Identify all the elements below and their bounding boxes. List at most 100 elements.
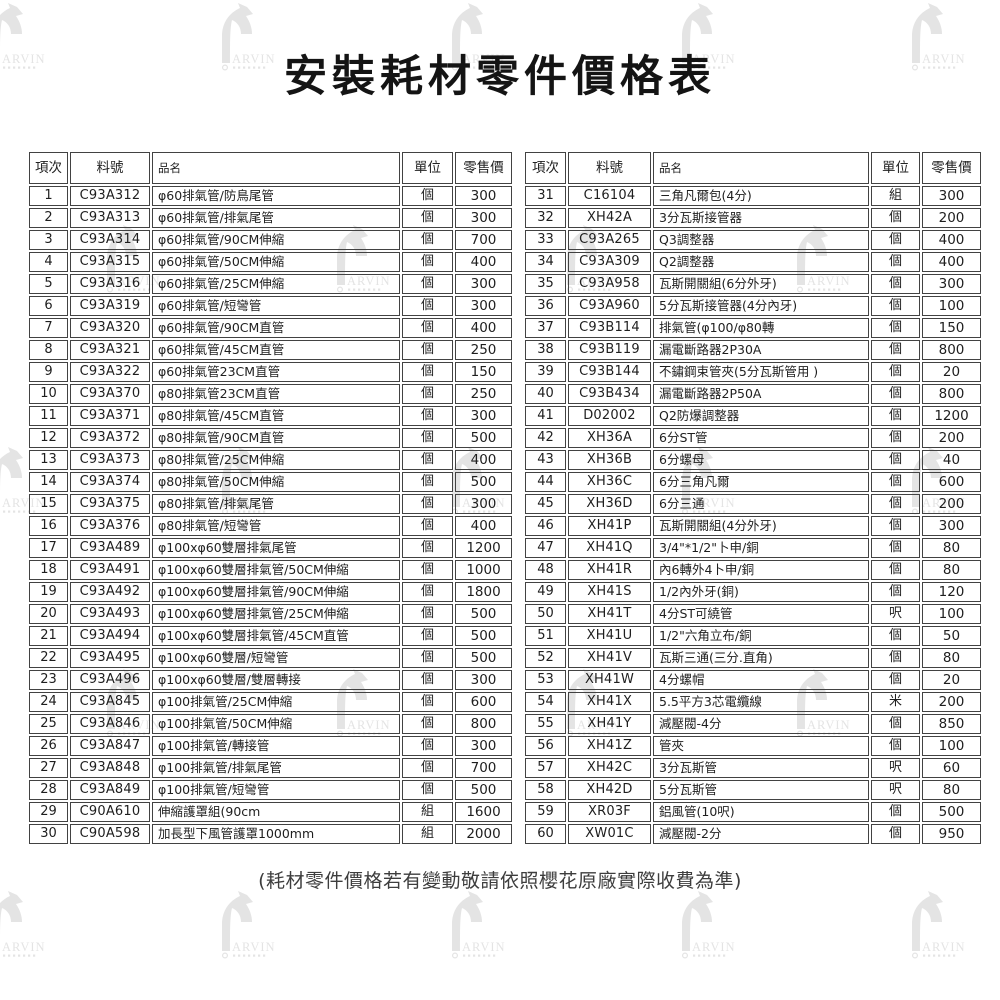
cell-part_no: C93B114: [568, 318, 651, 338]
cell-price: 800: [922, 340, 981, 360]
cell-item: 46: [525, 516, 566, 536]
table-row: 46 XH41P 瓦斯開關組(4分外牙) 個 300: [525, 516, 981, 536]
cell-unit: 個: [402, 340, 453, 360]
cell-name: φ100排氣管/轉接管: [152, 736, 400, 756]
arvin-logo-watermark: ARVIN: [912, 891, 965, 959]
cell-price: 150: [455, 362, 512, 382]
cell-item: 18: [29, 560, 68, 580]
svg-text:ARVIN: ARVIN: [117, 718, 160, 732]
cell-price: 1200: [455, 538, 512, 558]
cell-price: 400: [455, 450, 512, 470]
cell-part_no: C93B434: [568, 384, 651, 404]
cell-unit: 組: [402, 802, 453, 822]
cell-part_no: C93A371: [70, 406, 150, 426]
cell-part_no: XH42D: [568, 780, 651, 800]
table-row: 55 XH41Y 減壓閥-4分個 850: [525, 714, 981, 734]
cell-unit: 個: [402, 758, 453, 778]
cell-part_no: C93A316: [70, 274, 150, 294]
cell-name: φ60排氣管/90CM直管: [152, 318, 400, 338]
cell-name: φ60排氣管/防鳥尾管: [152, 186, 400, 206]
cell-part_no: C93A847: [70, 736, 150, 756]
svg-text:ARVIN: ARVIN: [2, 52, 45, 66]
cell-unit: 個: [871, 450, 920, 470]
table-row: 37 C93B114 排氣管(φ100/φ80轉個 150: [525, 318, 981, 338]
cell-part_no: XH41V: [568, 648, 651, 668]
table-row: 53 XH41W 4分螺帽個 20: [525, 670, 981, 690]
svg-text:ARVIN: ARVIN: [347, 274, 390, 288]
cell-unit: 個: [402, 780, 453, 800]
cell-unit: 個: [871, 494, 920, 514]
table-row: 48 XH41R 內6轉外4卜申/銅個 80: [525, 560, 981, 580]
table-row: 32 XH42A 3分瓦斯接管器個 200: [525, 208, 981, 228]
cell-item: 44: [525, 472, 566, 492]
cell-name: φ80排氣管/排氣尾管: [152, 494, 400, 514]
cell-price: 80: [922, 560, 981, 580]
cell-part_no: C93A312: [70, 186, 150, 206]
cell-unit: 個: [871, 362, 920, 382]
cell-part_no: C93A493: [70, 604, 150, 624]
cell-item: 25: [29, 714, 68, 734]
cell-item: 50: [525, 604, 566, 624]
cell-item: 1: [29, 186, 68, 206]
cell-item: 31: [525, 186, 566, 206]
cell-part_no: XW01C: [568, 824, 651, 844]
cell-item: 43: [525, 450, 566, 470]
cell-price: 150: [922, 318, 981, 338]
cell-price: 100: [922, 736, 981, 756]
column-header-price: 零售價: [455, 152, 512, 184]
cell-unit: 個: [871, 714, 920, 734]
svg-text:ARVIN: ARVIN: [807, 274, 850, 288]
cell-price: 400: [455, 516, 512, 536]
cell-item: 41: [525, 406, 566, 426]
table-row: 52 XH41V 瓦斯三通(三分.直角) 個 80: [525, 648, 981, 668]
column-header-name: 品名: [653, 152, 869, 184]
cell-part_no: XH36B: [568, 450, 651, 470]
table-row: 11 C93A371 φ80排氣管/45CM直管個 300: [29, 406, 512, 426]
table-row: 33 C93A265 Q3調整器個 400: [525, 230, 981, 250]
cell-price: 250: [455, 340, 512, 360]
cell-name: 排氣管(φ100/φ80轉: [653, 318, 869, 338]
cell-unit: 個: [402, 318, 453, 338]
cell-part_no: XH41R: [568, 560, 651, 580]
table-row: 16 C93A376 φ80排氣管/短彎管個 400: [29, 516, 512, 536]
cell-item: 37: [525, 318, 566, 338]
svg-text:ARVIN: ARVIN: [577, 274, 620, 288]
cell-item: 32: [525, 208, 566, 228]
cell-unit: 呎: [871, 780, 920, 800]
cell-item: 21: [29, 626, 68, 646]
cell-name: φ60排氣管/短彎管: [152, 296, 400, 316]
cell-unit: 個: [402, 692, 453, 712]
cell-name: 鋁風管(10呎): [653, 802, 869, 822]
cell-part_no: C93A491: [70, 560, 150, 580]
cell-price: 500: [922, 802, 981, 822]
table-row: 44 XH36C 6分三角凡爾個 600: [525, 472, 981, 492]
table-row: 47 XH41Q 3/4"*1/2"卜申/銅個 80: [525, 538, 981, 558]
cell-name: φ60排氣管/50CM伸縮: [152, 252, 400, 272]
table-row: 13 C93A373 φ80排氣管/25CM伸縮個 400: [29, 450, 512, 470]
cell-unit: 個: [402, 736, 453, 756]
cell-part_no: XH41Q: [568, 538, 651, 558]
cell-unit: 個: [871, 318, 920, 338]
table-row: 29 C90A610 伸縮護罩組(90cm 組 1600: [29, 802, 512, 822]
cell-price: 1600: [455, 802, 512, 822]
table-row: 14 C93A374 φ80排氣管/50CM伸縮個 500: [29, 472, 512, 492]
cell-price: 800: [455, 714, 512, 734]
table-row: 50 XH41T 4分ST可繞管呎 100: [525, 604, 981, 624]
cell-part_no: C93A309: [568, 252, 651, 272]
cell-item: 36: [525, 296, 566, 316]
cell-unit: 個: [871, 296, 920, 316]
column-header-part_no: 料號: [70, 152, 150, 184]
cell-name: Q2調整器: [653, 252, 869, 272]
table-row: 10 C93A370 φ80排氣管23CM直管個 250: [29, 384, 512, 404]
cell-unit: 個: [871, 582, 920, 602]
cell-name: 6分螺母: [653, 450, 869, 470]
cell-item: 49: [525, 582, 566, 602]
cell-part_no: C93A315: [70, 252, 150, 272]
cell-item: 23: [29, 670, 68, 690]
cell-item: 53: [525, 670, 566, 690]
table-row: 15 C93A375 φ80排氣管/排氣尾管個 300: [29, 494, 512, 514]
table-row: 6 C93A319 φ60排氣管/短彎管個 300: [29, 296, 512, 316]
cell-part_no: XH36C: [568, 472, 651, 492]
